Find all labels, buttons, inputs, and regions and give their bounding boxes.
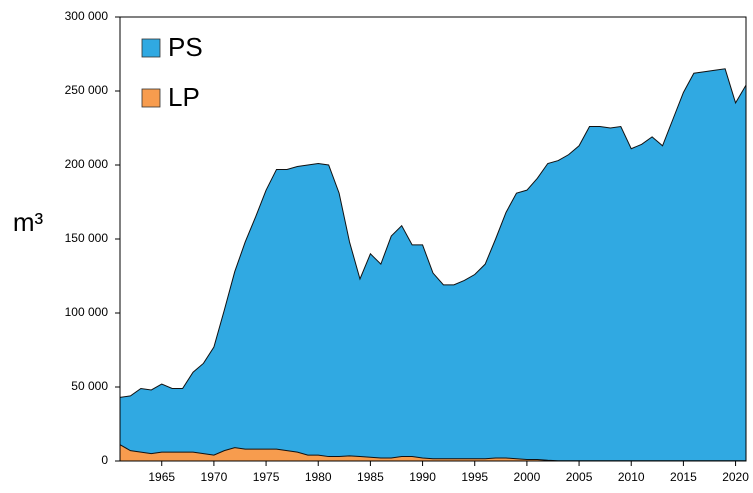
area-outline [119, 68, 747, 398]
legend-label: LP [168, 82, 200, 112]
area [120, 444, 746, 461]
x-tick-label: 2020 [722, 470, 749, 484]
y-axis-label: m³ [13, 207, 44, 237]
y-tick-label: 200 000 [65, 157, 109, 171]
x-tick-label: 1995 [461, 470, 488, 484]
x-tick-label: 2015 [670, 470, 697, 484]
legend-label: PS [168, 32, 203, 62]
x-tick-label: 1980 [305, 470, 332, 484]
x-tick-label: 2000 [514, 470, 541, 484]
x-tick-label: 1970 [201, 470, 228, 484]
legend-swatch [141, 38, 161, 58]
y-tick-label: 250 000 [65, 83, 109, 97]
x-tick-label: 2010 [618, 470, 645, 484]
x-tick-label: 1990 [409, 470, 436, 484]
legend-swatch [141, 88, 161, 108]
y-tick-label: 300 000 [65, 9, 109, 23]
y-tick-label: 50 000 [71, 379, 108, 393]
x-tick-label: 1975 [253, 470, 280, 484]
x-tick-label: 2005 [566, 470, 593, 484]
x-tick-label: 1965 [148, 470, 175, 484]
y-tick-label: 100 000 [65, 305, 109, 319]
y-tick-label: 150 000 [65, 231, 109, 245]
area [120, 68, 746, 462]
y-tick-label: 0 [101, 453, 108, 467]
x-tick-label: 1985 [357, 470, 384, 484]
